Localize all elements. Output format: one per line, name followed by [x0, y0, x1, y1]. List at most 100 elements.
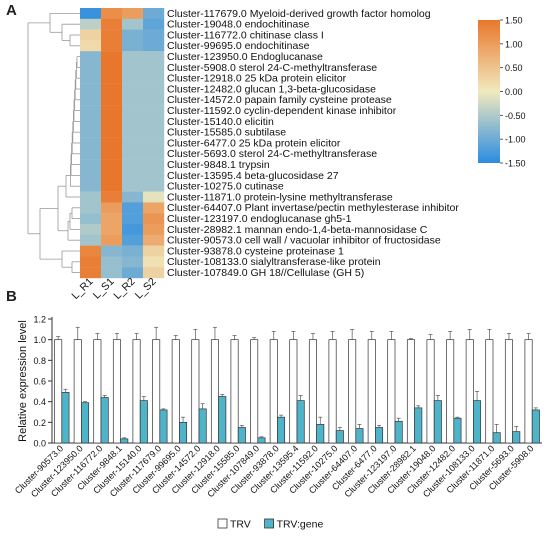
heatmap-cell [122, 202, 144, 214]
heatmap-cell [143, 29, 165, 41]
heatmap-cell [122, 180, 144, 192]
bar [328, 339, 337, 444]
heatmap-cell [101, 51, 123, 63]
heatmap-cell [80, 267, 102, 279]
bar [171, 339, 180, 444]
heatmap-cell [80, 83, 102, 95]
heatmap-cell [143, 191, 165, 203]
heatmap-cell [101, 116, 123, 127]
heatmap-cell [143, 148, 165, 160]
heatmap-cell [122, 234, 144, 246]
legend-label: TRV:gene [277, 519, 324, 531]
heatmap-cell [122, 8, 144, 19]
y-tick-label: 0.4 [33, 397, 46, 407]
heatmap-cell [101, 72, 123, 84]
y-axis-label: Relative expression level [17, 320, 29, 442]
colorbar-tick-label: 1.50 [505, 16, 523, 26]
heatmap-cell [101, 8, 123, 19]
heatmap-cell [143, 51, 165, 63]
bar [414, 407, 423, 444]
heatmap-row-labels: Cluster-117679.0 Myeloid-derived growth … [167, 8, 459, 279]
heatmap-cell [122, 105, 144, 117]
bar [61, 392, 70, 444]
heatmap-cell [143, 72, 165, 84]
bar [453, 417, 462, 444]
heatmap-cell [101, 202, 123, 214]
heatmap-cell [122, 148, 144, 160]
bar [531, 409, 540, 444]
bar [485, 339, 494, 444]
heatmap-cell [80, 8, 102, 19]
heatmap-cell [80, 159, 102, 171]
heatmap-row-label: Cluster-99695.0 endochitinase [167, 40, 310, 52]
heatmap-cell [122, 72, 144, 84]
heatmap-row-label: Cluster-15140.0 elicitin [167, 116, 274, 128]
heatmap-cell [101, 83, 123, 95]
bar [426, 339, 435, 444]
bar [406, 339, 415, 444]
heatmap-cell [80, 105, 102, 117]
heatmap-cell [122, 191, 144, 203]
heatmap-cell [122, 29, 144, 41]
colorbar-tick-label: 0.00 [505, 87, 523, 97]
heatmap-cell [101, 18, 123, 30]
heatmap-cell [122, 51, 144, 63]
heatmap-cell [143, 267, 165, 279]
heatmap-row-label: Cluster-6477.0 25 kDa protein elicitor [167, 137, 341, 149]
heatmap-cell [143, 234, 165, 246]
heatmap-cell [80, 137, 102, 149]
heatmap-cell [122, 170, 144, 181]
heatmap-cell [80, 126, 102, 138]
bar [54, 339, 63, 444]
y-tick-label: 0.0 [33, 439, 46, 449]
bar [120, 438, 129, 444]
color-scale-legend: 1.50 1.00 0.50 0.00 -0.50 -1.00 -1.50 [478, 16, 526, 169]
heatmap-cell [143, 137, 165, 149]
heatmap-cell [122, 159, 144, 171]
heatmap-column-label: L_R1 [69, 276, 95, 302]
heatmap-cell [122, 83, 144, 95]
bar [296, 400, 305, 444]
heatmap-row-label: Cluster-123197.0 endoglucanase gh5-1 [167, 213, 352, 225]
bar [335, 430, 344, 444]
heatmap-cell [143, 40, 165, 52]
heatmap-cell [101, 170, 123, 181]
heatmap-cell [80, 18, 102, 30]
heatmap-row-label: Cluster-5908.0 sterol 24-C-methyltransfe… [167, 62, 377, 74]
heatmap-cell [80, 62, 102, 73]
heatmap-cell [101, 40, 123, 52]
heatmap-chart: Cluster-117679.0 Myeloid-derived growth … [27, 8, 526, 302]
bar [433, 400, 442, 444]
heatmap-cell [80, 29, 102, 41]
bar-chart-legend: TRV TRV:gene [217, 519, 324, 531]
heatmap-cell [122, 40, 144, 52]
heatmap-cell [80, 191, 102, 203]
bar [139, 400, 148, 444]
bar [132, 339, 141, 444]
heatmap-cell [122, 126, 144, 138]
colorbar-tick-label: -1.00 [505, 135, 526, 145]
bar [504, 339, 513, 444]
heatmap-cell [80, 224, 102, 235]
heatmap-cell [143, 245, 165, 257]
heatmap-cell [80, 213, 102, 225]
bar [73, 339, 82, 444]
bar [375, 427, 384, 444]
heatmap-row-label: Cluster-64407.0 Plant invertase/pectin m… [167, 202, 459, 214]
heatmap-cell [143, 224, 165, 235]
bar [112, 339, 121, 444]
heatmap-cell [143, 170, 165, 181]
heatmap-cell [101, 180, 123, 192]
bar-chart-x-labels: Cluster-90573.0Cluster-123950.0Cluster-1… [13, 443, 536, 499]
heatmap-cell [143, 62, 165, 73]
heatmap-cell [101, 234, 123, 246]
colorbar-tick-label: -1.50 [505, 159, 526, 169]
heatmap-cell [80, 170, 102, 181]
heatmap-cell [122, 224, 144, 235]
bar [394, 420, 403, 444]
heatmap-column-label: L_S2 [133, 276, 159, 302]
y-tick-label: 1.0 [33, 335, 46, 345]
heatmap-cell [80, 234, 102, 246]
bar [512, 431, 521, 444]
heatmap-row-label: Cluster-14572.0 papain family cysteine p… [167, 94, 392, 106]
